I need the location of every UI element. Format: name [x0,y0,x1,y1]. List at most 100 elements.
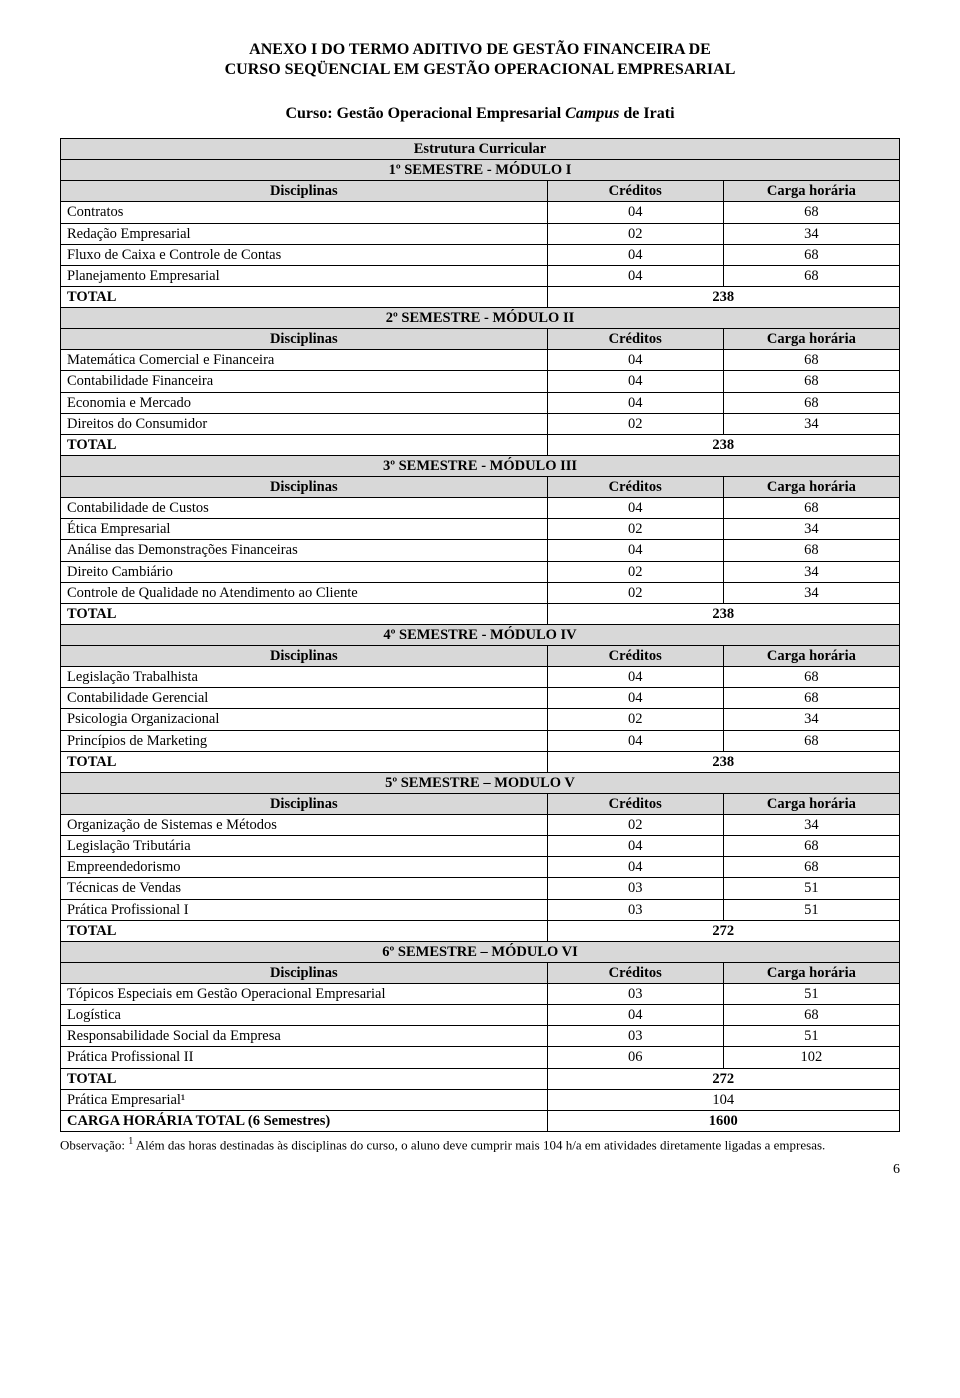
col-header-disciplinas: Disciplinas [61,962,548,983]
discipline-credits: 02 [547,709,723,730]
total-value: 272 [547,1068,899,1089]
discipline-load: 34 [723,413,899,434]
discipline-load: 68 [723,498,899,519]
semester-title: 5º SEMESTRE – MODULO V [61,772,900,793]
semester-title: 4º SEMESTRE - MÓDULO IV [61,624,900,645]
discipline-load: 68 [723,1005,899,1026]
discipline-credits: 04 [547,371,723,392]
observation: Observação: 1 Além das horas destinadas … [60,1136,900,1154]
page-number: 6 [60,1161,900,1179]
total-label: TOTAL [61,751,548,772]
footer-row-name: CARGA HORÁRIA TOTAL (6 Semestres) [61,1110,548,1131]
footer-row-name: Prática Empresarial¹ [61,1089,548,1110]
discipline-name: Fluxo de Caixa e Controle de Contas [61,244,548,265]
semester-title: 3º SEMESTRE - MÓDULO III [61,455,900,476]
total-label: TOTAL [61,603,548,624]
discipline-name: Controle de Qualidade no Atendimento ao … [61,582,548,603]
discipline-load: 51 [723,899,899,920]
discipline-credits: 04 [547,350,723,371]
total-label: TOTAL [61,920,548,941]
structure-title: Estrutura Curricular [61,139,900,160]
discipline-load: 51 [723,1026,899,1047]
observation-wrap: Observação: 1 Além das horas destinadas … [60,1136,900,1154]
discipline-name: Contratos [61,202,548,223]
discipline-name: Planejamento Empresarial [61,265,548,286]
col-header-creditos: Créditos [547,329,723,350]
discipline-credits: 02 [547,815,723,836]
discipline-credits: 04 [547,540,723,561]
col-header-disciplinas: Disciplinas [61,646,548,667]
discipline-name: Princípios de Marketing [61,730,548,751]
col-header-creditos: Créditos [547,477,723,498]
col-header-disciplinas: Disciplinas [61,477,548,498]
discipline-name: Ética Empresarial [61,519,548,540]
discipline-credits: 03 [547,984,723,1005]
discipline-name: Prática Profissional II [61,1047,548,1068]
observation-label: Observação: [60,1137,128,1152]
discipline-load: 68 [723,667,899,688]
discipline-credits: 04 [547,265,723,286]
semester-title: 1º SEMESTRE - MÓDULO I [61,160,900,181]
footer-row-value: 104 [547,1089,899,1110]
discipline-credits: 03 [547,899,723,920]
total-value: 272 [547,920,899,941]
course-suffix: de Irati [619,105,674,122]
discipline-credits: 02 [547,519,723,540]
discipline-name: Técnicas de Vendas [61,878,548,899]
discipline-name: Legislação Tributária [61,836,548,857]
discipline-name: Contabilidade Financeira [61,371,548,392]
col-header-carga: Carga horária [723,793,899,814]
discipline-credits: 04 [547,688,723,709]
discipline-load: 51 [723,878,899,899]
discipline-name: Prática Profissional I [61,899,548,920]
col-header-disciplinas: Disciplinas [61,181,548,202]
discipline-load: 68 [723,540,899,561]
discipline-credits: 06 [547,1047,723,1068]
col-header-carga: Carga horária [723,646,899,667]
discipline-load: 68 [723,392,899,413]
col-header-carga: Carga horária [723,329,899,350]
discipline-name: Contabilidade Gerencial [61,688,548,709]
total-value: 238 [547,603,899,624]
discipline-name: Organização de Sistemas e Métodos [61,815,548,836]
discipline-credits: 04 [547,857,723,878]
doc-title-line2: CURSO SEQÜENCIAL EM GESTÃO OPERACIONAL E… [225,61,736,78]
doc-title-line1: ANEXO I DO TERMO ADITIVO DE GESTÃO FINAN… [249,41,711,58]
discipline-name: Economia e Mercado [61,392,548,413]
col-header-creditos: Créditos [547,962,723,983]
discipline-load: 102 [723,1047,899,1068]
discipline-load: 34 [723,582,899,603]
discipline-credits: 02 [547,413,723,434]
discipline-load: 68 [723,857,899,878]
discipline-name: Empreendedorismo [61,857,548,878]
discipline-credits: 04 [547,244,723,265]
discipline-name: Redação Empresarial [61,223,548,244]
discipline-load: 34 [723,561,899,582]
discipline-name: Direitos do Consumidor [61,413,548,434]
discipline-credits: 03 [547,878,723,899]
discipline-credits: 02 [547,223,723,244]
discipline-load: 34 [723,519,899,540]
total-label: TOTAL [61,286,548,307]
discipline-name: Contabilidade de Custos [61,498,548,519]
discipline-name: Legislação Trabalhista [61,667,548,688]
discipline-name: Direito Cambiário [61,561,548,582]
discipline-load: 68 [723,350,899,371]
discipline-load: 68 [723,836,899,857]
col-header-creditos: Créditos [547,181,723,202]
total-value: 238 [547,286,899,307]
discipline-credits: 04 [547,836,723,857]
discipline-name: Psicologia Organizacional [61,709,548,730]
course-prefix: Curso: Gestão Operacional Empresarial [285,105,565,122]
col-header-disciplinas: Disciplinas [61,793,548,814]
discipline-credits: 04 [547,730,723,751]
discipline-load: 34 [723,815,899,836]
discipline-credits: 03 [547,1026,723,1047]
col-header-creditos: Créditos [547,793,723,814]
col-header-carga: Carga horária [723,181,899,202]
col-header-disciplinas: Disciplinas [61,329,548,350]
discipline-name: Tópicos Especiais em Gestão Operacional … [61,984,548,1005]
discipline-credits: 04 [547,498,723,519]
discipline-name: Responsabilidade Social da Empresa [61,1026,548,1047]
discipline-name: Análise das Demonstrações Financeiras [61,540,548,561]
